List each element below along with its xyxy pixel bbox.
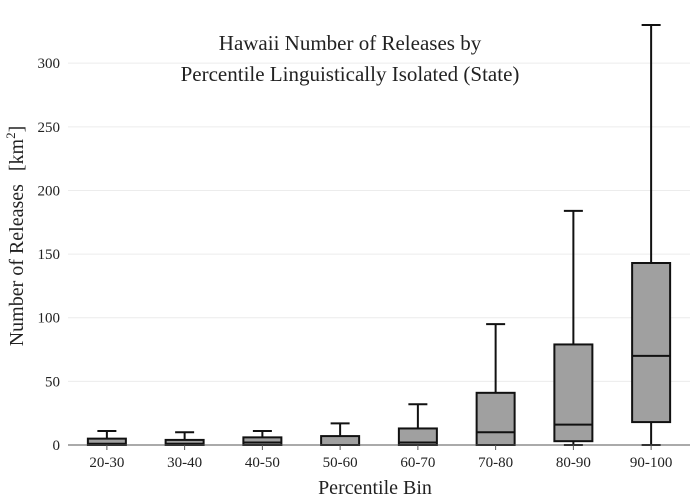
x-tick-label: 20-30 [89,455,124,471]
box-iqr [242,436,283,447]
box-70-80 [475,323,516,446]
y-tick-label: 300 [38,56,61,72]
y-tick-label: 150 [38,247,61,263]
y-tick-label: 50 [45,374,60,390]
y-tick-label: 250 [38,120,61,136]
y-axis-title: Number of Releases [km2] [3,126,28,347]
x-tick-label: 80-90 [556,455,591,471]
box-series [86,24,672,447]
y-tick-label: 100 [38,311,61,327]
box-50-60 [320,422,361,447]
y-tick-label: 200 [38,183,61,199]
box-40-50 [242,430,283,447]
x-tick-label: 50-60 [323,455,358,471]
box-30-40 [164,431,205,446]
x-tick-label: 70-80 [478,455,513,471]
box-iqr [631,262,672,424]
x-tick-label: 60-70 [400,455,435,471]
box-iqr [320,435,361,447]
chart-title-line-1: Hawaii Number of Releases by [219,31,482,55]
chart-title-line-2: Percentile Linguistically Isolated (Stat… [181,62,520,86]
box-iqr [475,391,516,446]
y-axis-title-unit-superscript: 2 [3,132,18,139]
box-20-30 [86,430,127,446]
x-axis-ticks: 20-30 30-40 40-50 50-60 60-70 70-80 80-90 90-10… [89,445,672,471]
x-tick-label: 90-100 [630,455,673,471]
box-60-70 [397,403,438,447]
x-tick-label: 40-50 [245,455,280,471]
x-axis-title: Percentile Bin [318,477,432,499]
y-axis-title-unit-close: ] [6,126,28,133]
y-axis-title-unit: [km [6,138,28,171]
box-90-100 [631,24,672,446]
y-axis-title-main: Number of Releases [6,184,28,346]
x-tick-label: 30-40 [167,455,202,471]
box-iqr [553,343,594,443]
box-80-90 [553,209,594,446]
y-axis-ticks: 0 50 100 150 200 250 300 [38,56,61,454]
gridlines [68,62,690,382]
y-tick-label: 0 [53,438,61,454]
